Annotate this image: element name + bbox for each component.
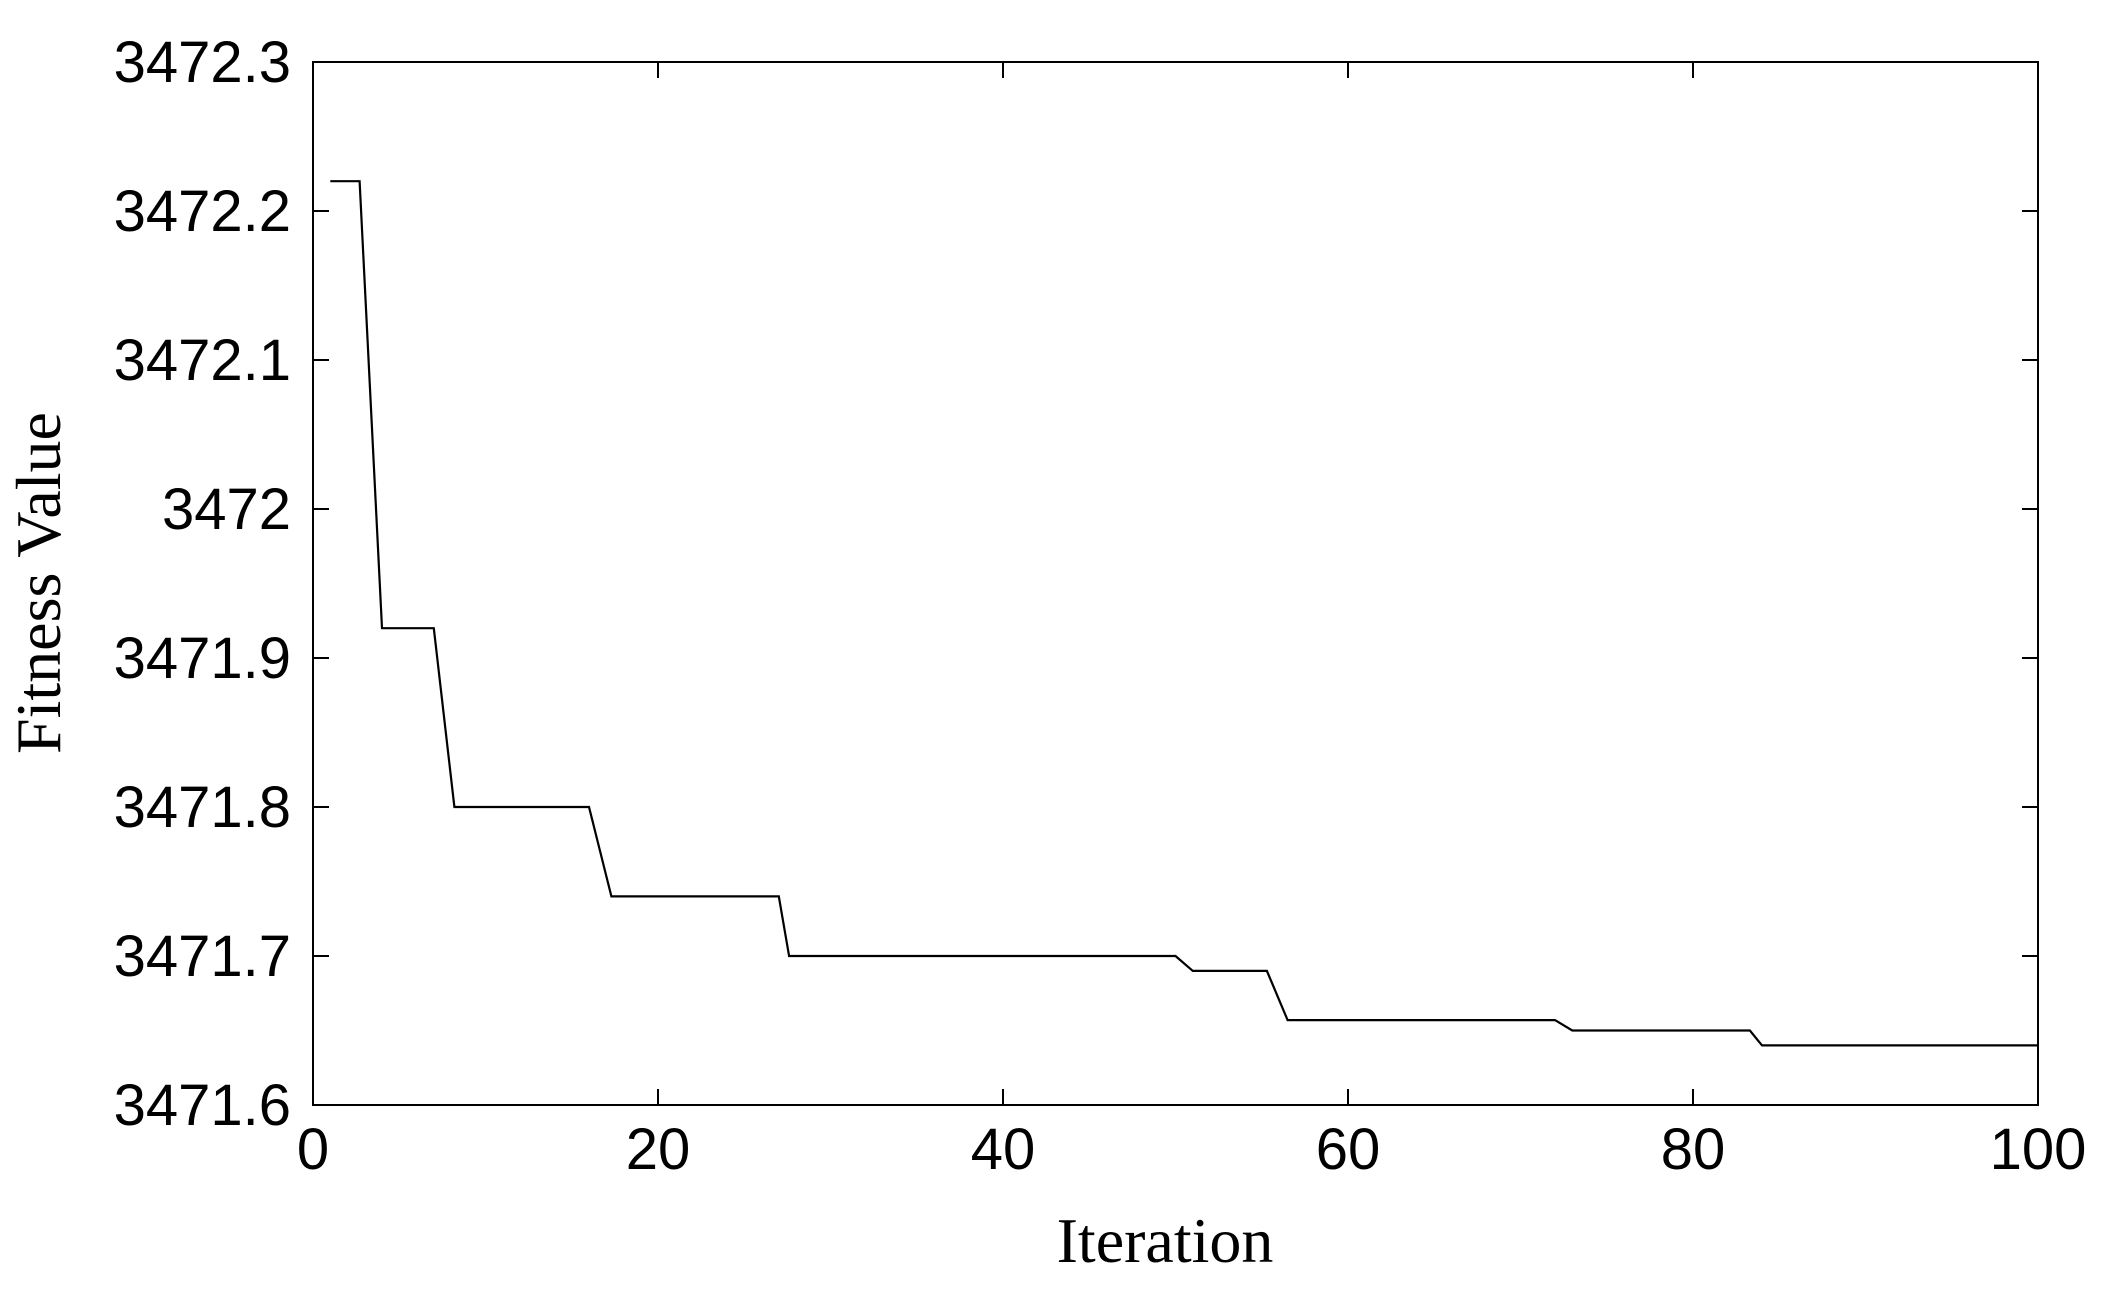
x-tick-label: 0 bbox=[297, 1117, 329, 1182]
series-group bbox=[330, 180, 2038, 1047]
x-tick-labels: 0 20 40 60 80 100 bbox=[297, 1117, 2087, 1182]
y-tick-label: 3472.2 bbox=[114, 179, 291, 244]
x-tick-label: 80 bbox=[1661, 1117, 1726, 1182]
y-tick-label: 3471.6 bbox=[114, 1073, 291, 1138]
y-tick-label: 3471.9 bbox=[114, 626, 291, 691]
plot-frame bbox=[312, 61, 2039, 1106]
y-tick-label: 3471.7 bbox=[114, 924, 291, 989]
y-tick-label: 3472.3 bbox=[114, 30, 291, 95]
fitness-series-line bbox=[330, 180, 2038, 1047]
y-tick-label: 3472.1 bbox=[114, 328, 291, 393]
y-axis-label: Fitness Value bbox=[3, 412, 74, 754]
x-axis-label: Iteration bbox=[1057, 1205, 1274, 1276]
y-tick-labels: 3471.6 3471.7 3471.8 3471.9 3472 3472.1 3472.2… bbox=[114, 30, 291, 1138]
x-tick-label: 40 bbox=[971, 1117, 1036, 1182]
axis-ticks bbox=[312, 61, 2039, 1106]
x-tick-label: 60 bbox=[1316, 1117, 1381, 1182]
x-tick-label: 20 bbox=[626, 1117, 691, 1182]
x-tick-label: 100 bbox=[1990, 1117, 2087, 1182]
y-tick-label: 3472 bbox=[162, 477, 291, 542]
y-tick-label: 3471.8 bbox=[114, 775, 291, 840]
